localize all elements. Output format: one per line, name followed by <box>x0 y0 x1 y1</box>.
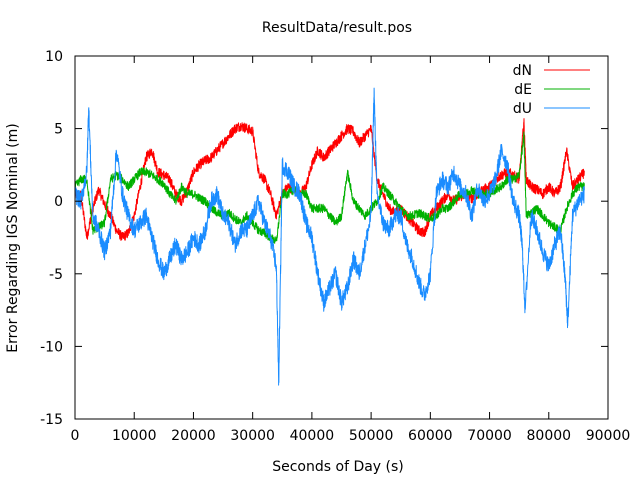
series-line-dN <box>74 118 585 241</box>
y-tick-label: 5 <box>54 122 63 138</box>
chart-title: ResultData/result.pos <box>262 20 412 36</box>
x-tick-label: 50000 <box>349 428 394 444</box>
x-tick-label: 30000 <box>230 428 275 444</box>
x-tick-label: 80000 <box>527 428 572 444</box>
x-tick-label: 0 <box>71 428 80 444</box>
y-tick-label: -15 <box>40 412 63 428</box>
x-axis-label: Seconds of Day (s) <box>272 459 404 475</box>
y-tick-label: 0 <box>54 194 63 210</box>
legend-label-dN: dN <box>513 63 532 79</box>
legend-label-dE: dE <box>514 82 532 98</box>
series-line-dU <box>74 87 585 386</box>
series-layer <box>74 87 585 386</box>
y-tick-label: -10 <box>40 339 63 355</box>
x-tick-label: 10000 <box>112 428 157 444</box>
x-tick-label: 70000 <box>467 428 512 444</box>
series-line-dE <box>74 131 585 244</box>
x-tick-label: 40000 <box>290 428 335 444</box>
axis-layer: 0 10000 20000 30000 40000 50000 60000 70000 8000… <box>40 49 630 444</box>
plot-frame <box>74 55 609 420</box>
y-tick-label: 10 <box>45 49 63 65</box>
legend-label-dU: dU <box>513 101 532 117</box>
x-tick-label: 20000 <box>171 428 216 444</box>
y-tick-label: -5 <box>49 267 63 283</box>
x-tick-label: 90000 <box>586 428 631 444</box>
x-tick-label: 60000 <box>408 428 453 444</box>
legend: dN dE dU <box>513 63 590 117</box>
y-axis-label: Error Regarding IGS Nominal (m) <box>5 123 21 352</box>
